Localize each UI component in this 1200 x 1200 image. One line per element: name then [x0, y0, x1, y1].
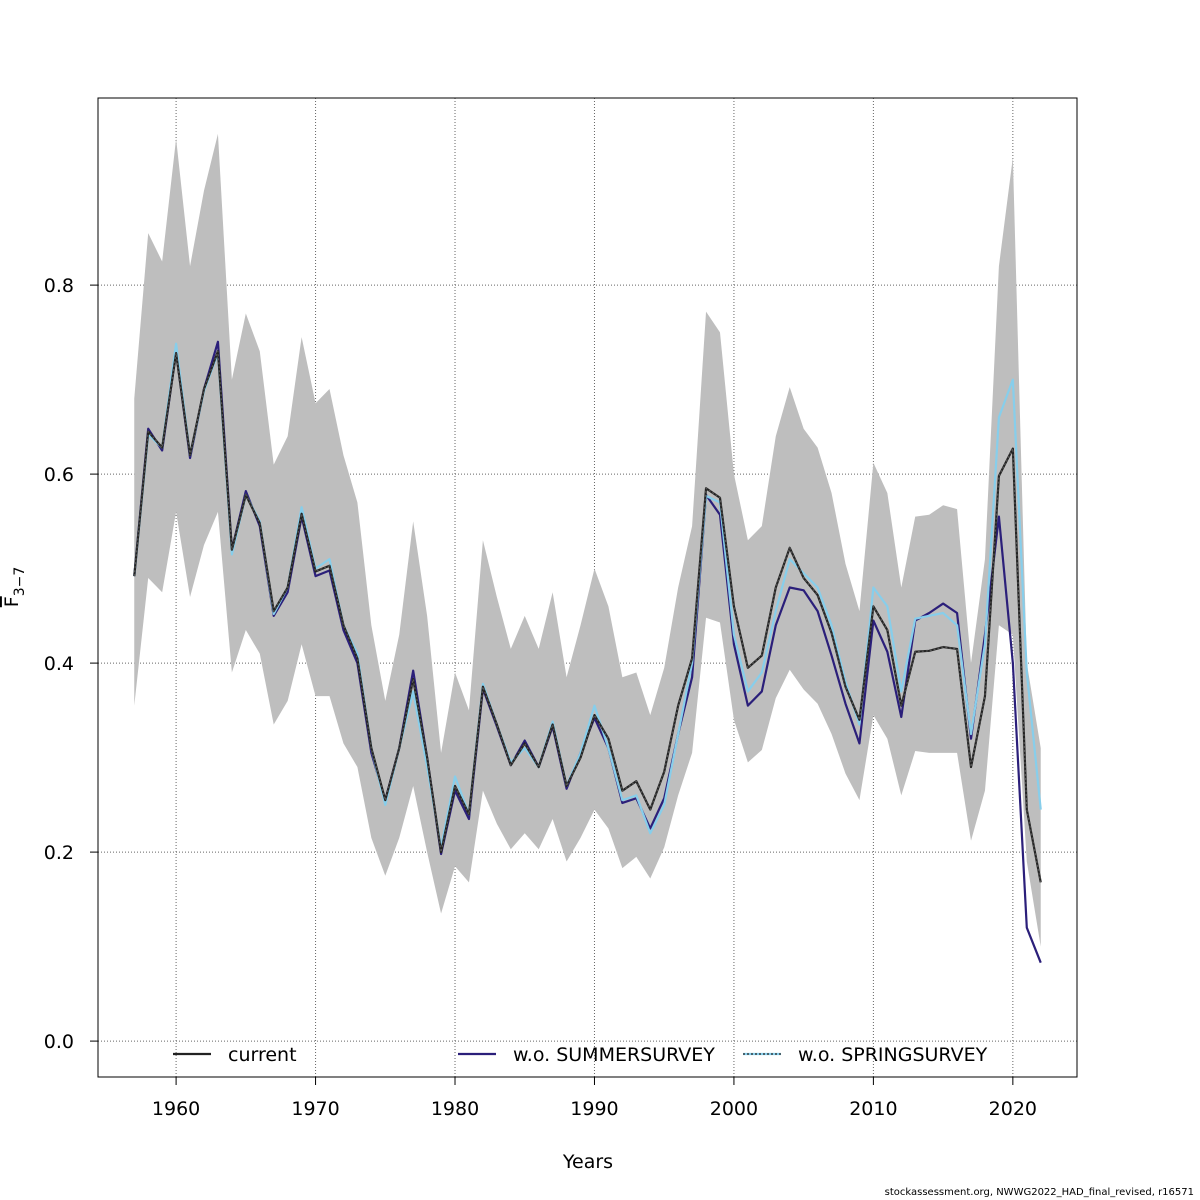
series-lines [133, 340, 1042, 964]
y-axis-title: F3−7 [1, 567, 28, 607]
x-tick-label: 1980 [431, 1098, 479, 1120]
confidence-band [134, 133, 1041, 947]
footer-credit: stockassessment.org, NWWG2022_HAD_final_… [884, 1187, 1194, 1198]
y-tick-label: 0.8 [44, 275, 74, 297]
legend: current w.o. SUMMERSURVEY w.o. SPRINGSURVE… [173, 1044, 988, 1066]
series-line-current-overlay [133, 351, 1042, 883]
y-axis-title-main: F [1, 596, 23, 607]
x-tick-label: 2020 [989, 1098, 1037, 1120]
legend-w-o-springsurvey-label: w.o. SPRINGSURVEY [798, 1044, 988, 1066]
x-tick-label: 1990 [570, 1098, 618, 1120]
x-axis: 1960 1970 1980 1990 2000 2010 2020 [152, 1077, 1037, 1120]
plot-frame [97, 97, 1078, 1078]
x-tick-label: 1960 [152, 1098, 200, 1120]
confidence-band-area [134, 133, 1041, 947]
y-axis: 0.0 0.2 0.4 0.6 0.8 [44, 275, 98, 1053]
y-tick-label: 0.4 [44, 653, 74, 675]
y-axis-title-sub: 3−7 [12, 567, 28, 597]
x-axis-title: Years [562, 1151, 613, 1173]
legend-current-label: current [228, 1044, 297, 1066]
legend-w-o-summersurvey-label: w.o. SUMMERSURVEY [513, 1044, 715, 1066]
x-tick-label: 1970 [291, 1098, 339, 1120]
x-tick-label: 2010 [849, 1098, 897, 1120]
y-tick-label: 0.0 [44, 1031, 74, 1053]
x-tick-label: 2000 [710, 1098, 758, 1120]
y-tick-label: 0.6 [44, 464, 74, 486]
y-tick-label: 0.2 [44, 842, 74, 864]
